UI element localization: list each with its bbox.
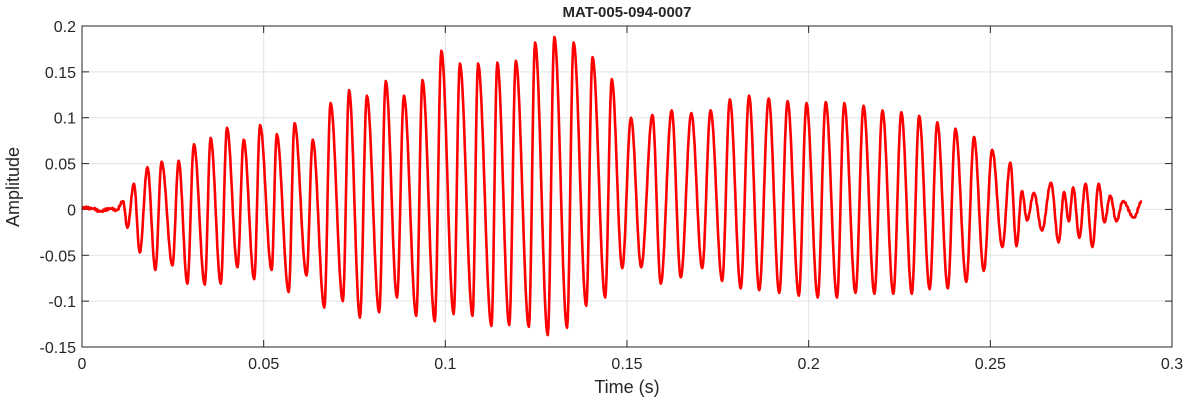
y-tick-label: -0.15: [40, 340, 77, 357]
axes-box: [81, 25, 1173, 348]
series-layer: [81, 35, 1143, 337]
y-tick-label: 0: [67, 202, 76, 219]
y-tick-label: 0.2: [54, 19, 76, 36]
x-tick-label: 0.25: [975, 356, 1006, 373]
x-axis-label: Time (s): [594, 377, 659, 397]
chart-title: MAT-005-094-0007: [563, 4, 692, 21]
y-tick-label: 0.15: [45, 65, 76, 82]
x-tick-label: 0.15: [611, 356, 642, 373]
x-tick-label: 0.3: [1161, 356, 1183, 373]
y-tick-label: 0.1: [54, 111, 76, 128]
y-tick-label: -0.05: [40, 248, 77, 265]
y-axis-label: Amplitude: [3, 147, 23, 227]
series-line-signal: [81, 35, 1143, 337]
x-tick-labels: 0 0.05 0.1 0.15 0.2 0.25 0.3: [78, 356, 1184, 373]
x-tick-label: 0.1: [434, 356, 456, 373]
y-tick-labels: -0.15 -0.1 -0.05 0 0.05 0.1 0.15 0.2: [40, 19, 77, 357]
y-tick-label: 0.05: [45, 157, 76, 174]
x-tick-label: 0: [78, 356, 87, 373]
y-tick-label: -0.1: [48, 294, 76, 311]
x-tick-label: 0.2: [798, 356, 820, 373]
x-tick-label: 0.05: [248, 356, 279, 373]
